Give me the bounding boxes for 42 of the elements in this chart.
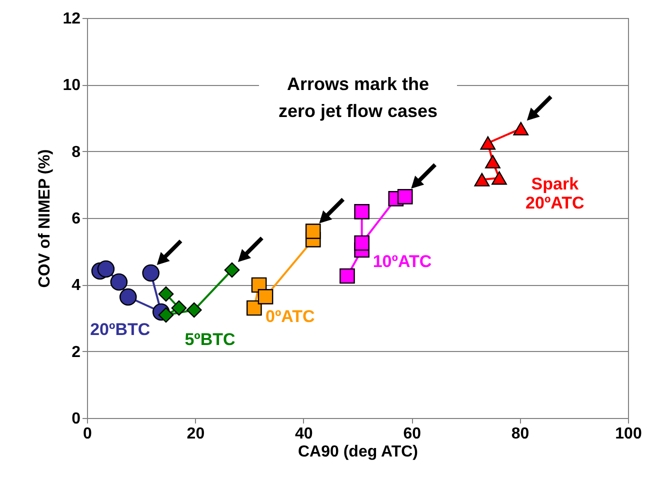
point xyxy=(110,273,128,291)
point xyxy=(397,188,413,204)
point xyxy=(513,122,529,136)
y-tick-label: 0 xyxy=(72,410,81,428)
y-tick-label: 4 xyxy=(72,277,81,294)
point xyxy=(354,235,370,251)
point xyxy=(119,288,137,306)
annotation: Arrows mark the zero jet flow cases xyxy=(278,74,438,121)
point xyxy=(246,300,262,316)
series-label: Spark 20ºATC xyxy=(526,174,584,213)
x-tick-label: 60 xyxy=(403,426,422,442)
point xyxy=(158,307,174,323)
point xyxy=(492,171,507,185)
point xyxy=(224,262,240,278)
point xyxy=(340,268,355,284)
x-axis-title: CA90 (deg ATC) xyxy=(298,444,418,460)
y-tick-label: 10 xyxy=(62,77,81,94)
point xyxy=(171,300,187,316)
point xyxy=(97,260,115,278)
point xyxy=(142,264,160,282)
x-tick-label: 0 xyxy=(83,426,92,442)
point xyxy=(258,288,274,304)
y-axis-title: COV of NIMEP (%) xyxy=(36,149,54,288)
point xyxy=(305,224,321,240)
point xyxy=(480,136,496,150)
point xyxy=(354,204,370,220)
x-tick-label: 80 xyxy=(511,426,530,442)
series-label: 0ºATC xyxy=(265,307,315,326)
series-label: 10ºATC xyxy=(372,252,432,271)
point xyxy=(485,154,500,168)
y-tick-label: 2 xyxy=(72,344,81,361)
point xyxy=(186,302,202,318)
point xyxy=(474,172,490,186)
y-tick-label: 12 xyxy=(62,10,81,28)
x-tick-label: 20 xyxy=(186,426,205,442)
point xyxy=(158,286,174,302)
y-tick-label: 6 xyxy=(72,210,81,228)
x-tick-label: 40 xyxy=(295,426,313,442)
x-tick-label: 100 xyxy=(615,426,642,442)
series-label: 20ºBTC xyxy=(90,320,150,339)
series-label: 5ºBTC xyxy=(184,330,236,349)
y-tick-label: 8 xyxy=(72,144,81,161)
